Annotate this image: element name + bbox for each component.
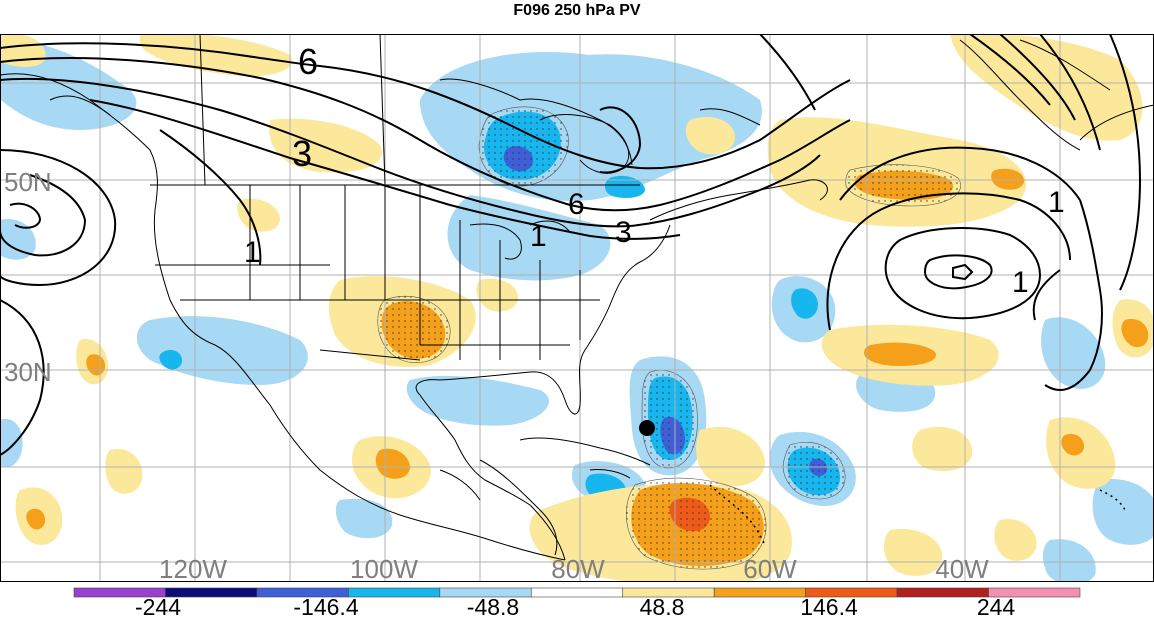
longitude-labels: 120W 100W 80W 60W 40W <box>159 554 989 584</box>
contour-labels: 6 3 1 6 3 1 1 1 <box>244 41 1065 299</box>
colorbar-label: -146.4 <box>293 594 358 619</box>
contour-label: 1 <box>1012 266 1029 299</box>
storm-position-marker <box>639 420 655 436</box>
colorbar <box>73 587 1081 598</box>
colorbar-swatch <box>713 587 806 598</box>
colorbar-swatch <box>530 587 624 598</box>
significance-stipple <box>377 106 961 570</box>
contour-label: 1 <box>1048 186 1065 219</box>
colorbar-label: 244 <box>977 594 1016 619</box>
contour-label: 3 <box>615 216 632 249</box>
lon-label: 120W <box>159 554 227 584</box>
lon-label: 80W <box>551 554 605 584</box>
colorbar-swatch <box>348 587 441 598</box>
contour-label: 1 <box>530 220 547 253</box>
colorbar-swatch <box>988 587 1081 598</box>
caribbean-islands <box>709 484 1126 546</box>
map-title: F096 250 hPa PV <box>513 2 641 19</box>
contour-label: 1 <box>244 236 261 269</box>
lon-label: 100W <box>350 554 418 584</box>
lat-label: 30N <box>4 357 52 387</box>
contour-label: 6 <box>568 188 585 221</box>
colorbar-swatch <box>896 587 989 598</box>
colorbar-labels: -244 -146.4 -48.8 48.8 146.4 244 <box>135 594 1015 619</box>
lat-lon-grid <box>0 34 1154 582</box>
lat-label: 50N <box>4 167 52 197</box>
colorbar-label: -244 <box>135 594 181 619</box>
contour-label: 6 <box>298 41 318 82</box>
pv-contours <box>0 34 1142 456</box>
colorbar-label: -48.8 <box>467 594 519 619</box>
lon-label: 40W <box>935 554 989 584</box>
colorbar-label: 146.4 <box>800 594 858 619</box>
lon-label: 60W <box>743 554 797 584</box>
coastlines-borders <box>0 34 1154 561</box>
colorbar-label: 48.8 <box>640 594 685 619</box>
latitude-labels: 50N 30N <box>4 167 52 387</box>
contour-label: 3 <box>292 133 312 174</box>
